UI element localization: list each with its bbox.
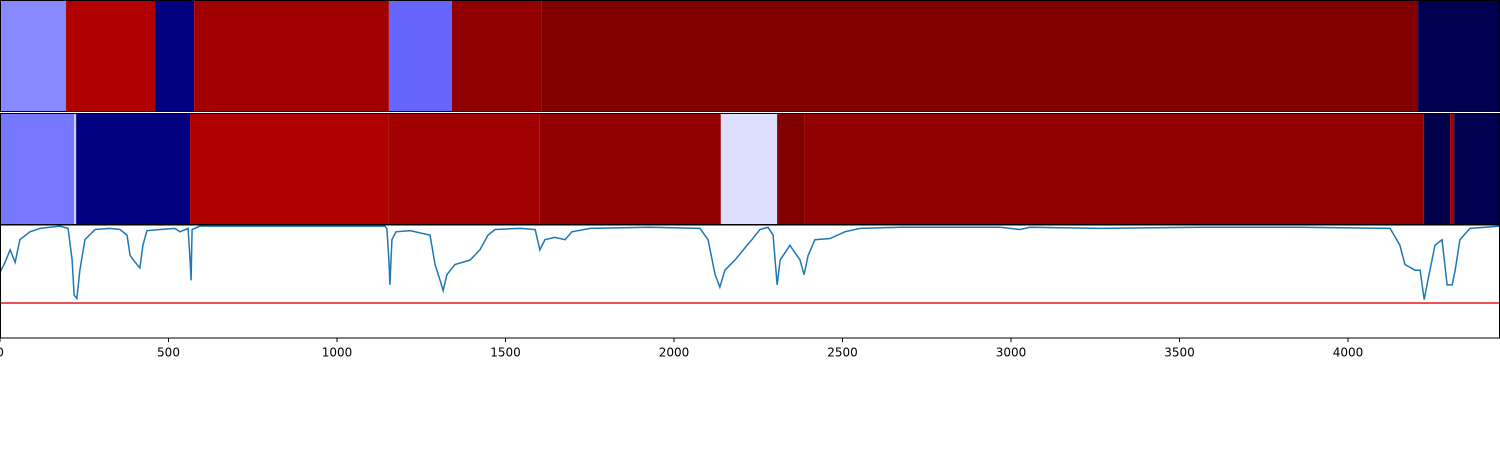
- segment: [190, 113, 389, 225]
- x-tick-label: 4000: [1333, 346, 1364, 360]
- segment: [388, 0, 452, 112]
- x-tick-label: 1500: [490, 346, 521, 360]
- x-tick-label: 3000: [996, 346, 1027, 360]
- segment: [74, 113, 77, 225]
- segment: [0, 0, 67, 112]
- segment: [155, 0, 195, 112]
- x-tick-label: 1000: [322, 346, 353, 360]
- segment: [720, 113, 778, 225]
- segment: [66, 0, 156, 112]
- segment: [539, 113, 721, 225]
- segment: [0, 113, 75, 225]
- x-tick-label: 500: [157, 346, 180, 360]
- segment: [1450, 113, 1455, 225]
- x-tick-label: 2500: [827, 346, 858, 360]
- segment: [1418, 0, 1500, 112]
- segment: [804, 113, 1424, 225]
- x-tick-label: 2000: [659, 346, 690, 360]
- x-tick-label: 0: [0, 346, 4, 360]
- data-line: [0, 225, 1500, 301]
- segment: [1454, 113, 1500, 225]
- segment: [76, 113, 191, 225]
- segment: [194, 0, 389, 112]
- x-tick-label: 3500: [1164, 346, 1195, 360]
- segment: [777, 113, 805, 225]
- segment: [451, 0, 542, 112]
- segment: [541, 0, 1419, 112]
- segment: [1423, 113, 1451, 225]
- segment: [388, 113, 540, 225]
